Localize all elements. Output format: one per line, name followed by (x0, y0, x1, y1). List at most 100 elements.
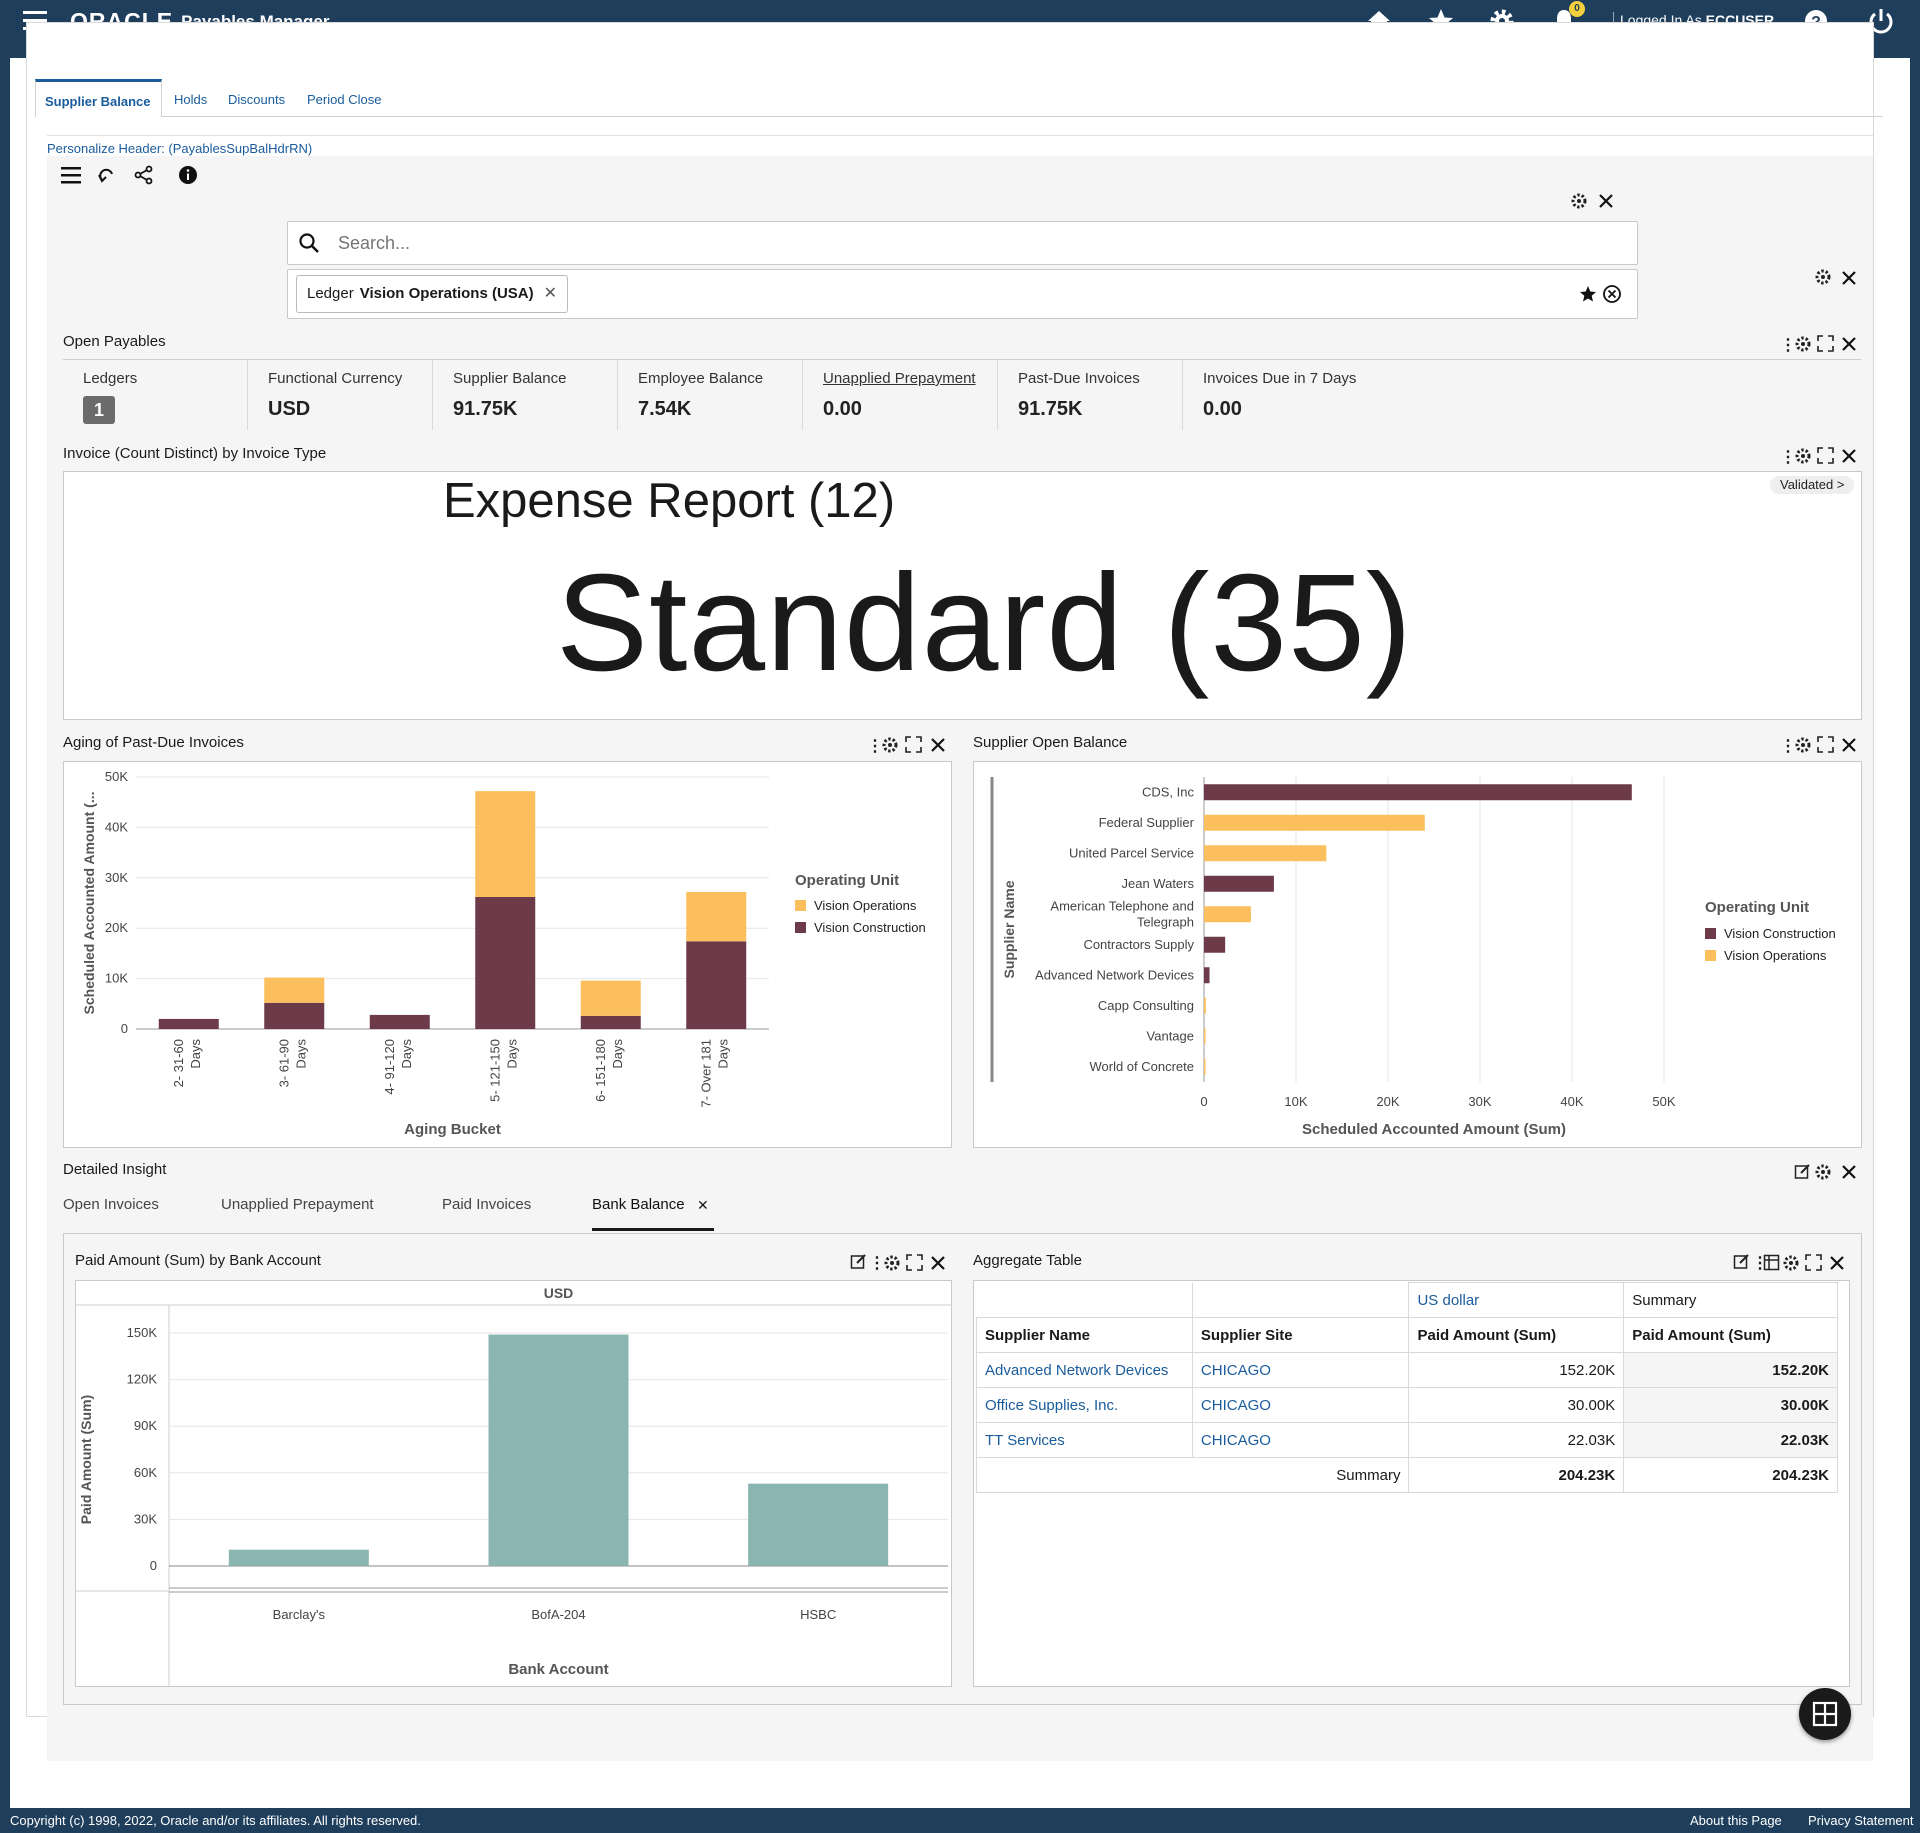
bar (228, 1549, 369, 1566)
tag-standard[interactable]: Standard (35) (556, 546, 1413, 700)
privacy-statement-link[interactable]: Privacy Statement (1808, 1813, 1914, 1828)
ledgers-tile[interactable]: Ledgers 1 (63, 360, 248, 430)
column-header-paid-amount[interactable]: Paid Amount (Sum) (1408, 1317, 1625, 1353)
tab-holds[interactable]: Holds (174, 92, 208, 107)
aggregate-maximize-icon[interactable] (1805, 1254, 1822, 1271)
column-header-supplier-name[interactable]: Supplier Name (976, 1317, 1193, 1353)
validated-badge[interactable]: Validated > (1770, 476, 1855, 494)
invoice-type-close-icon[interactable] (1841, 448, 1857, 464)
invoice-type-more-icon[interactable]: ⋮ (1780, 449, 1796, 466)
y-tick-label: Contractors Supply (1083, 937, 1194, 952)
open-payables-close-icon[interactable] (1841, 336, 1857, 352)
unapplied-prepayment-tile[interactable]: Unapplied Prepayment 0.00 (803, 360, 998, 430)
aggregate-pivot-icon[interactable] (1763, 1254, 1780, 1271)
detailed-insight-close-icon[interactable] (1841, 1164, 1857, 1180)
aggregate-gear-icon[interactable] (1782, 1254, 1800, 1272)
functional-currency-tile[interactable]: Functional Currency USD (248, 360, 433, 430)
detailed-insight-edit-icon[interactable] (1794, 1163, 1811, 1180)
paid-amount-maximize-icon[interactable] (906, 1254, 923, 1271)
floating-layout-button[interactable] (1799, 1688, 1851, 1740)
aging-maximize-icon[interactable] (905, 736, 922, 753)
detailed-insight-gear-icon[interactable] (1814, 1163, 1832, 1181)
table-summary-row: Summary 204.23K 204.23K (975, 1457, 1838, 1493)
tab-discounts[interactable]: Discounts (228, 92, 286, 107)
supplier-open-balance-title: Supplier Open Balance (973, 734, 1128, 751)
y-tick-label: 30K (105, 870, 128, 885)
supplier-link[interactable]: TT Services (976, 1422, 1193, 1458)
group-header-us-dollar[interactable]: US dollar (1408, 1282, 1625, 1318)
active-tab-underline (592, 1228, 714, 1231)
paid-amount-gear-icon[interactable] (883, 1254, 901, 1272)
legend-swatch (795, 900, 806, 911)
undo-icon[interactable] (97, 165, 117, 185)
open-payables-maximize-icon[interactable] (1817, 335, 1834, 352)
bar (1204, 1028, 1206, 1045)
bar-segment (369, 1014, 430, 1029)
column-header: USD (544, 1285, 574, 1301)
invoice-type-gear-icon[interactable] (1794, 447, 1812, 465)
aggregate-close-icon[interactable] (1829, 1255, 1845, 1271)
paid-amount-close-icon[interactable] (930, 1255, 946, 1271)
filter-bar: Ledger Vision Operations (USA) ✕ (287, 269, 1638, 319)
clear-filters-icon[interactable] (1602, 284, 1622, 304)
search-settings-gear-icon[interactable] (1570, 192, 1588, 210)
filter-settings-gear-icon[interactable] (1814, 268, 1832, 286)
invoices-due-7-days-tile[interactable]: Invoices Due in 7 Days 0.00 (1203, 370, 1357, 420)
about-page-link[interactable]: About this Page (1690, 1813, 1782, 1828)
ledger-filter-chip[interactable]: Ledger Vision Operations (USA) ✕ (296, 275, 569, 313)
tab-period-close[interactable]: Period Close (307, 92, 382, 107)
tag-expense-report[interactable]: Expense Report (12) (443, 474, 896, 528)
supplier-link[interactable]: Office Supplies, Inc. (976, 1387, 1193, 1423)
aging-more-icon[interactable]: ⋮ (867, 738, 883, 755)
employee-balance-tile[interactable]: Employee Balance 7.54K (618, 360, 803, 430)
y-tick-label: Capp Consulting (1098, 998, 1194, 1013)
supplier-balance-tile[interactable]: Supplier Balance 91.75K (433, 360, 618, 430)
column-header-supplier-site[interactable]: Supplier Site (1191, 1317, 1410, 1353)
aggregate-edit-icon[interactable] (1733, 1253, 1750, 1270)
detailed-insight-title: Detailed Insight (63, 1161, 167, 1178)
save-search-star-icon[interactable] (1579, 285, 1597, 303)
tab-supplier-balance[interactable]: Supplier Balance (35, 79, 162, 117)
x-tick-label: Barclay's (273, 1607, 326, 1622)
past-due-invoices-tile[interactable]: Past-Due Invoices 91.75K (998, 360, 1183, 430)
supplier-link[interactable]: Advanced Network Devices (976, 1352, 1193, 1388)
y-tick-label: 40K (105, 819, 128, 834)
open-payables-more-icon[interactable]: ⋮ (1780, 337, 1796, 354)
bar (1204, 814, 1425, 831)
y-axis-title: Supplier Name (1001, 880, 1017, 978)
info-icon[interactable] (178, 165, 198, 185)
open-payables-gear-icon[interactable] (1794, 335, 1812, 353)
supplier-site-link[interactable]: CHICAGO (1191, 1422, 1410, 1458)
tab-bank-balance[interactable]: Bank Balance (592, 1196, 685, 1213)
search-close-icon[interactable] (1598, 193, 1614, 209)
y-tick-label: 50K (105, 769, 128, 784)
tab-unapplied-prepayment[interactable]: Unapplied Prepayment (221, 1196, 374, 1213)
invoice-type-maximize-icon[interactable] (1817, 447, 1834, 464)
hamburger-menu-icon[interactable] (60, 164, 82, 186)
tab-open-invoices[interactable]: Open Invoices (63, 1196, 159, 1213)
paid-amount-edit-icon[interactable] (850, 1253, 867, 1270)
supplier-site-link[interactable]: CHICAGO (1191, 1387, 1410, 1423)
supplier-site-link[interactable]: CHICAGO (1191, 1352, 1410, 1388)
y-tick-label: World of Concrete (1089, 1059, 1194, 1074)
aging-gear-icon[interactable] (881, 736, 899, 754)
personalize-header-link[interactable]: Personalize Header: (PayablesSupBalHdrRN… (47, 141, 313, 156)
y-tick-label: Jean Waters (1122, 876, 1195, 891)
bar (1204, 845, 1327, 862)
share-icon[interactable] (134, 165, 154, 185)
x-tick-label: 50K (1652, 1094, 1675, 1109)
sob-close-icon[interactable] (1841, 737, 1857, 753)
sign-out-power-icon[interactable] (1866, 6, 1896, 36)
sob-gear-icon[interactable] (1794, 736, 1812, 754)
aging-close-icon[interactable] (930, 737, 946, 753)
sob-more-icon[interactable]: ⋮ (1780, 738, 1796, 755)
filter-close-icon[interactable] (1841, 270, 1857, 286)
table-row: Advanced Network Devices CHICAGO 152.20K… (976, 1352, 1838, 1388)
column-header-summary-paid-amount[interactable]: Paid Amount (Sum) (1623, 1317, 1838, 1353)
remove-filter-icon[interactable]: ✕ (543, 285, 558, 302)
tab-paid-invoices[interactable]: Paid Invoices (442, 1196, 532, 1213)
search-input[interactable] (338, 230, 1618, 256)
close-bank-balance-tab-icon[interactable]: ✕ (697, 1197, 709, 1213)
sob-maximize-icon[interactable] (1817, 736, 1834, 753)
paid-amount-more-icon[interactable]: ⋮ (869, 1255, 885, 1272)
